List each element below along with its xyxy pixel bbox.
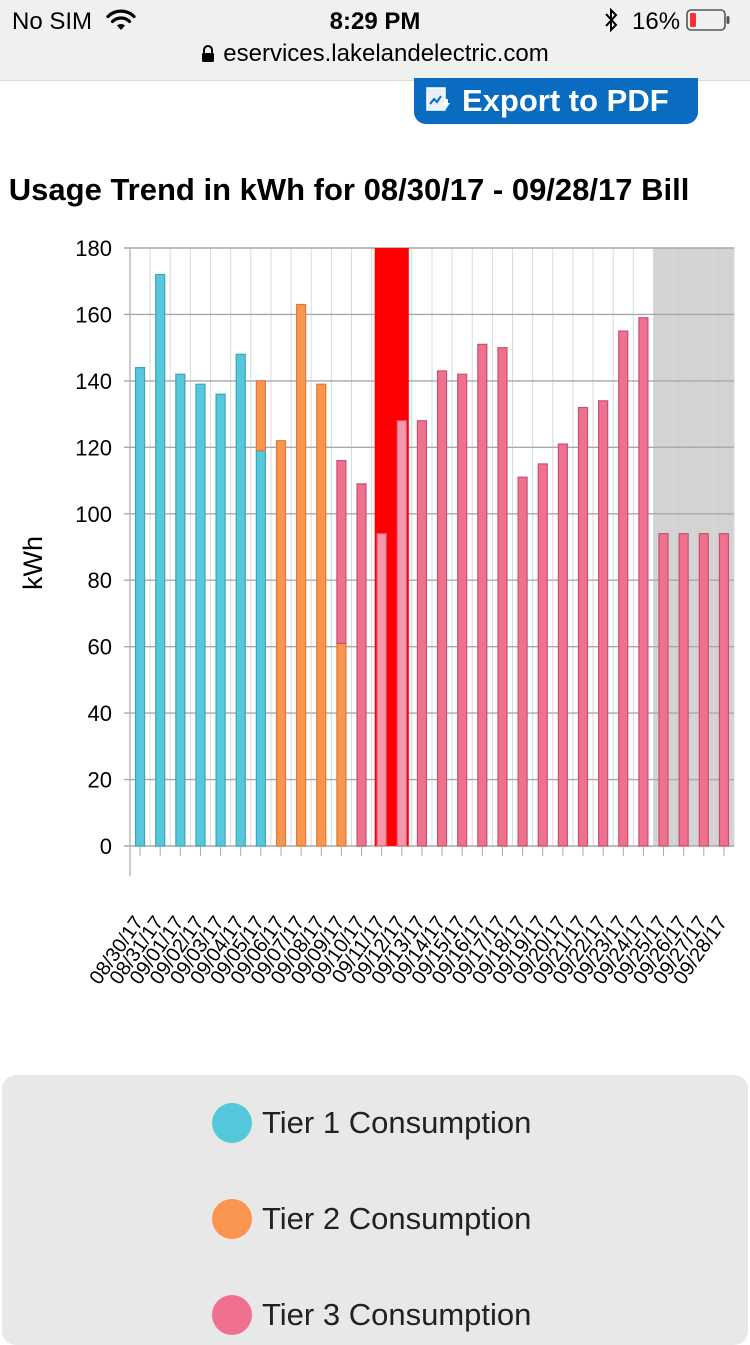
bar-tier2 [255,380,266,452]
bar-tier3 [517,476,528,847]
bar-tier1 [195,383,206,847]
pdf-export-icon [426,87,450,111]
legend-dot-tier2 [212,1199,252,1239]
bar-tier3 [658,533,669,847]
bar-tier3 [416,420,428,847]
legend-item-tier3[interactable]: Tier 3 Consumption [212,1293,531,1337]
battery-percent: 16% [632,8,681,35]
bar-tier3 [497,347,508,847]
bar-tier1 [155,273,166,847]
bar-tier1 [235,353,246,847]
y-tick-label: 40 [88,701,112,726]
y-tick-label: 140 [75,369,112,394]
bar-tier2 [296,303,307,847]
bluetooth-icon [605,7,618,33]
carrier-label: No SIM [12,8,93,35]
legend-dot-tier1 [212,1103,252,1143]
bar-tier3 [638,317,649,847]
export-to-pdf-button[interactable]: Export to PDF [414,78,698,124]
bar-tier3 [557,443,568,847]
battery-icon [686,9,730,31]
wifi-icon [106,9,136,30]
legend-dot-tier3 [212,1295,252,1335]
bar-tier3 [396,420,407,847]
bar-tier3 [376,533,387,847]
bar-tier1 [255,450,266,847]
y-tick-label: 0 [100,834,112,859]
chart-legend: Tier 1 Consumption Tier 2 Consumption Ti… [2,1075,748,1345]
bar-tier1 [215,393,226,847]
status-bar: No SIM 8:29 PM 16% eservices.lakelandele… [0,0,750,81]
bar-tier2 [316,383,327,847]
bar-tier3 [618,330,629,847]
bar-tier3 [678,533,689,847]
y-tick-label: 20 [88,768,112,793]
y-tick-label: 120 [75,435,112,460]
legend-label-tier2: Tier 2 Consumption [262,1201,532,1236]
usage-chart: 02040608010012014016018008/30/1708/31/17… [18,236,735,989]
legend-item-tier1[interactable]: Tier 1 Consumption [212,1101,531,1145]
bar-tier3 [477,343,488,847]
bar-tier3 [718,533,730,847]
bar-tier3 [598,400,609,847]
y-tick-label: 60 [88,635,112,660]
y-tick-label: 160 [75,302,112,327]
legend-item-tier2[interactable]: Tier 2 Consumption [212,1197,531,1241]
url-text: eservices.lakelandelectric.com [223,40,549,67]
bar-tier3 [577,406,589,847]
bar-tier1 [175,373,186,847]
y-axis-label: kWh [18,536,48,590]
address-bar[interactable]: eservices.lakelandelectric.com [0,40,750,68]
export-label: Export to PDF [462,83,669,118]
y-tick-label: 80 [88,568,112,593]
legend-label-tier3: Tier 3 Consumption [262,1297,532,1332]
y-tick-label: 100 [75,502,112,527]
bar-tier3 [698,533,709,847]
bar-tier3 [436,370,448,847]
chart-title: ity Usage Trend in kWh for 08/30/17 - 09… [0,172,690,207]
bar-tier2 [275,440,287,847]
bar-tier3 [356,483,367,847]
bar-tier3 [336,460,347,644]
bar-tier1 [134,367,146,847]
legend-label-tier1: Tier 1 Consumption [262,1105,532,1140]
bar-tier3 [457,373,468,847]
bar-tier2 [336,642,347,847]
bar-tier3 [537,463,548,847]
lock-icon [202,45,215,62]
y-tick-label: 180 [75,236,112,261]
